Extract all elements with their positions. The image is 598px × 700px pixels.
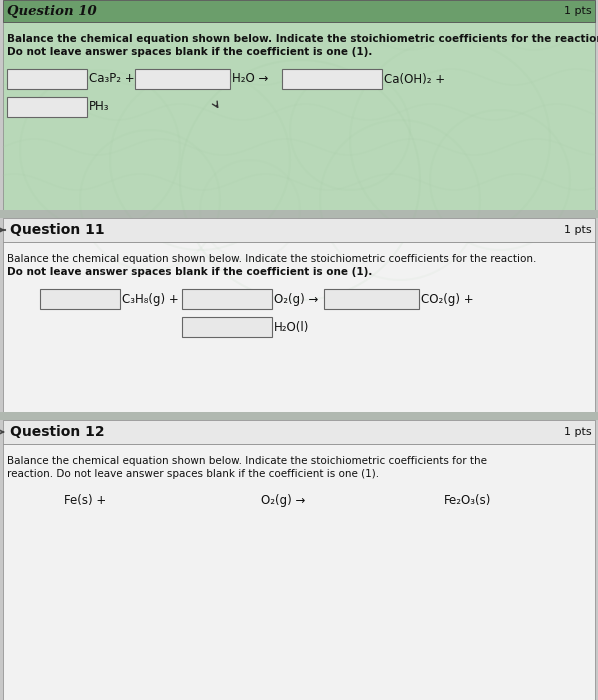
Text: 1 pts: 1 pts (565, 225, 592, 235)
Text: Question 12: Question 12 (10, 425, 105, 439)
Text: Question 11: Question 11 (10, 223, 105, 237)
Text: reaction. Do not leave answer spaces blank if the coefficient is one (1).: reaction. Do not leave answer spaces bla… (7, 469, 379, 479)
Bar (40, 289, 120, 309)
Text: Question 10: Question 10 (7, 4, 97, 18)
Bar (7, 97, 87, 117)
Text: Ca(OH)₂ +: Ca(OH)₂ + (384, 73, 445, 85)
Bar (3, 0, 595, 22)
Text: Balance the chemical equation shown below. Indicate the stoichiometric coefficie: Balance the chemical equation shown belo… (7, 34, 598, 44)
Text: PH₃: PH₃ (89, 101, 109, 113)
Bar (7, 69, 87, 89)
Text: 1 pts: 1 pts (565, 427, 592, 437)
Bar (0, 210, 598, 218)
Bar (0, 412, 598, 420)
Text: CO₂(g) +: CO₂(g) + (421, 293, 474, 305)
Text: Fe(s) +: Fe(s) + (64, 494, 106, 507)
Text: Fe₂O₃(s): Fe₂O₃(s) (444, 494, 492, 507)
Bar (324, 289, 419, 309)
Bar (3, 242, 595, 412)
Bar (3, 22, 595, 210)
Text: 1 pts: 1 pts (565, 6, 592, 16)
Bar (282, 69, 382, 89)
Text: Balance the chemical equation shown below. Indicate the stoichiometric coefficie: Balance the chemical equation shown belo… (7, 456, 487, 466)
Text: O₂(g) →: O₂(g) → (261, 494, 305, 507)
Bar (135, 69, 230, 89)
Bar (3, 218, 595, 242)
Bar (182, 317, 272, 337)
Bar (182, 289, 272, 309)
Bar (3, 444, 595, 700)
Text: Ca₃P₂ +: Ca₃P₂ + (89, 73, 135, 85)
Text: Do not leave answer spaces blank if the coefficient is one (1).: Do not leave answer spaces blank if the … (7, 47, 373, 57)
Text: C₃H₈(g) +: C₃H₈(g) + (122, 293, 179, 305)
Text: Balance the chemical equation shown below. Indicate the stoichiometric coefficie: Balance the chemical equation shown belo… (7, 254, 536, 264)
Bar (3, 420, 595, 444)
Text: H₂O →: H₂O → (232, 73, 269, 85)
Text: Do not leave answer spaces blank if the coefficient is one (1).: Do not leave answer spaces blank if the … (7, 267, 373, 277)
Text: O₂(g) →: O₂(g) → (274, 293, 318, 305)
Text: H₂O(l): H₂O(l) (274, 321, 309, 333)
